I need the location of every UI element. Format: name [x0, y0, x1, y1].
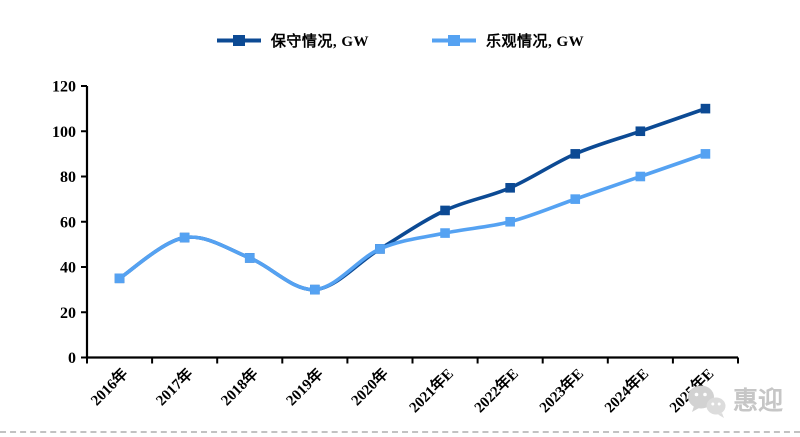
legend-item-conservative: 保守情况, GW [216, 30, 369, 51]
bottom-dotted-divider [0, 431, 800, 433]
legend-label-optimistic: 乐观情况, GW [486, 34, 585, 50]
svg-text:2020年: 2020年 [347, 365, 392, 410]
legend-label-conservative: 保守情况, GW [270, 34, 369, 50]
watermark-text: 惠迎 [733, 387, 784, 415]
svg-text:120: 120 [52, 79, 76, 96]
svg-text:20: 20 [60, 305, 76, 322]
svg-text:2024年E: 2024年E [601, 365, 653, 417]
svg-text:100: 100 [52, 124, 76, 141]
svg-text:2016年: 2016年 [87, 365, 132, 410]
svg-text:0: 0 [68, 350, 76, 367]
svg-text:2017年: 2017年 [152, 365, 197, 410]
svg-text:2023年E: 2023年E [535, 365, 587, 417]
svg-text:2021年E: 2021年E [405, 365, 457, 417]
watermark: 惠迎 [686, 382, 783, 420]
wechat-icon [688, 385, 726, 418]
svg-text:40: 40 [60, 260, 76, 277]
svg-text:2019年: 2019年 [282, 365, 327, 410]
svg-text:60: 60 [60, 214, 76, 231]
legend-item-optimistic: 乐观情况, GW [431, 30, 584, 51]
chart-legend: 保守情况, GW 乐观情况, GW [0, 30, 800, 51]
legend-marker-optimistic-icon [432, 35, 476, 46]
legend-marker-conservative-icon [216, 35, 261, 46]
svg-text:2022年E: 2022年E [470, 365, 522, 417]
svg-text:2018年: 2018年 [217, 365, 262, 410]
svg-text:80: 80 [60, 169, 76, 186]
